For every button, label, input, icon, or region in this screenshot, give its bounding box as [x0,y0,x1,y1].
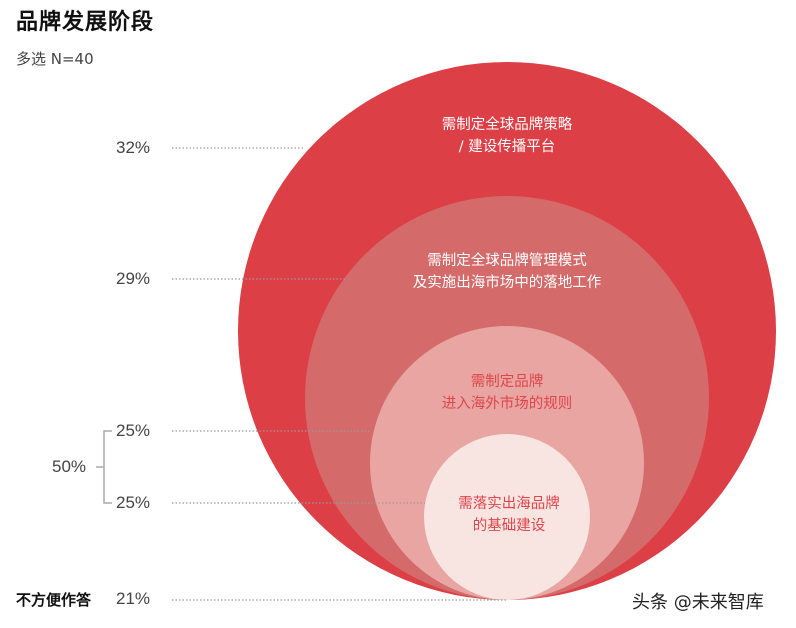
group-pct-label: 50% [52,457,87,476]
label-line: 进入海外市场的规则 [441,396,573,412]
circle-label-basic-construction: 需落实出海品牌 的基础建设 [458,493,560,537]
label-line: 需制定品牌 [470,374,544,390]
circle-label-management-model: 需制定全球品牌管理模式 及实施出海市场中的落地工作 [413,250,602,294]
pct-label-25a: 25% [116,421,151,440]
circle-basic-construction [424,434,590,600]
not-applicable-label: 不方便作答 [16,591,92,609]
chart-subtitle: 多选 N=40 [16,50,94,68]
label-line: / 建设传播平台 [458,139,556,155]
group-bracket [96,430,112,504]
chart-title: 品牌发展阶段 [16,10,155,35]
watermark: 头条 @未来智库 [632,592,764,613]
label-line: 需制定全球品牌管理模式 [427,253,587,269]
label-line: 需制定全球品牌策略 [441,117,573,133]
pct-label-21: 21% [116,589,151,608]
label-line: 的基础建设 [472,518,546,534]
circle-label-global-strategy: 需制定全球品牌策略 / 建设传播平台 [442,114,573,158]
pct-label-25b: 25% [116,493,151,512]
pct-label-32: 32% [116,138,151,157]
pct-label-29: 29% [116,269,151,288]
label-line: 需落实出海品牌 [458,496,560,512]
label-line: 及实施出海市场中的落地工作 [412,275,602,291]
circle-label-market-rules: 需制定品牌 进入海外市场的规则 [442,371,573,415]
